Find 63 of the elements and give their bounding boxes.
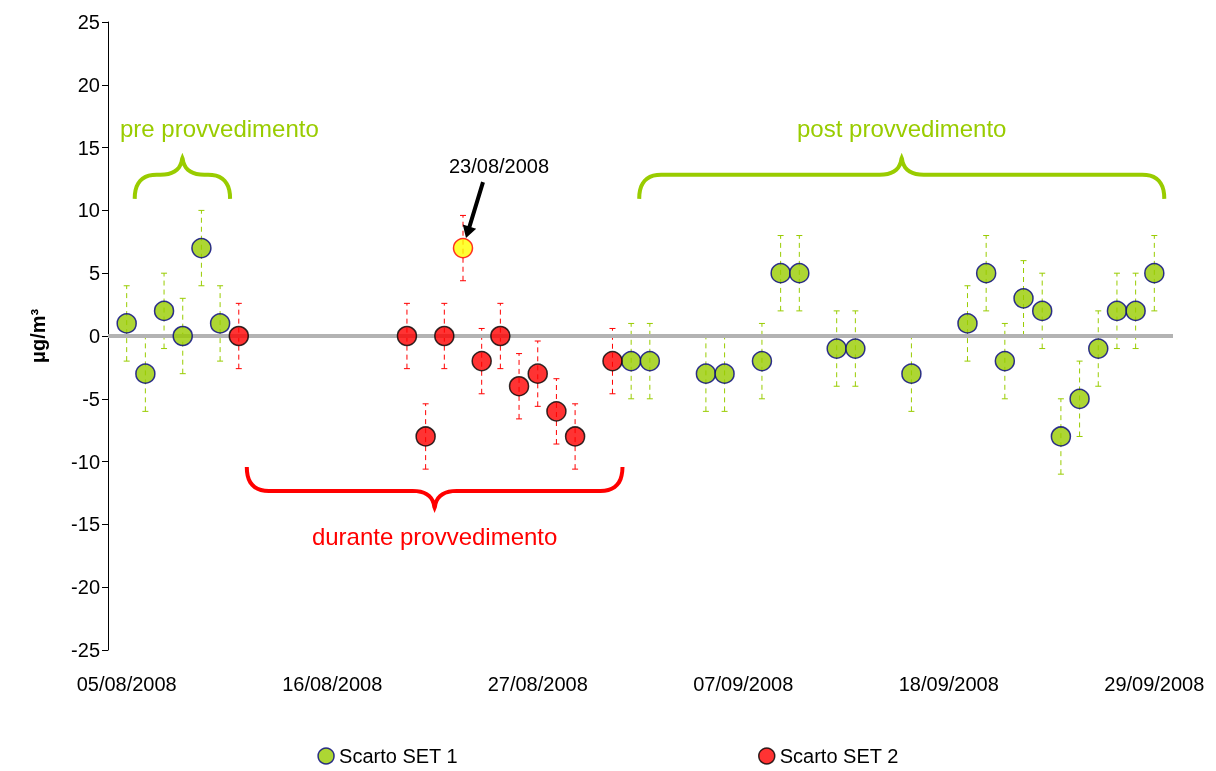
point [602,350,623,372]
point [490,325,511,347]
point [639,350,661,372]
point [901,363,922,384]
point [452,237,474,259]
point [546,401,567,422]
x-tick-label: 05/08/2008 [76,673,177,695]
point [751,350,773,372]
x-tick-label: 18/09/2008 [898,673,999,695]
point [789,262,810,284]
point [826,338,847,359]
point [975,262,997,284]
legend-label: Scarto SET 2 [779,745,899,767]
x-tick-label: 27/08/2008 [487,673,588,695]
y-tick-label: -25 [71,639,100,661]
annotation: pre provvedimento [120,115,319,143]
y-tick-label: 20 [77,73,100,96]
point [957,313,978,334]
y-tick-label: -5 [82,387,100,410]
point [209,313,231,334]
x-tick-label: 07/09/2008 [693,673,794,695]
x-tick-label: 29/09/2008 [1104,673,1205,695]
point [191,237,212,259]
point [527,363,548,384]
point [695,363,717,384]
y-tick-label: -10 [71,450,100,473]
point [845,338,866,359]
x-tick-label: 16/08/2008 [282,673,383,695]
point [1144,262,1165,284]
point [508,375,530,397]
point [1031,300,1053,322]
point [153,300,175,322]
point [564,426,586,447]
annotation: durante provvedimento [311,523,558,551]
y-tick-label: 5 [88,262,100,285]
point [415,426,436,447]
point [620,350,642,372]
y-tick-label: 25 [77,11,100,33]
point [770,262,791,284]
annotation: post provvedimento [797,115,1007,143]
point [1069,388,1090,410]
point [116,313,137,334]
point [471,350,492,372]
y-axis-title: μg/m³ [27,308,49,364]
y-tick-label: 0 [88,325,100,347]
point [228,325,250,347]
point [434,325,455,347]
point [396,325,418,347]
point [172,325,193,347]
y-tick-label: -15 [71,513,100,536]
point [1106,300,1128,322]
point [1125,300,1146,322]
y-tick-label: 15 [77,136,100,159]
point [994,350,1016,372]
legend-label: Scarto SET 1 [339,745,458,767]
point [714,363,735,384]
annotation: 23/08/2008 [448,155,550,178]
y-tick-label: -20 [71,576,100,599]
point [1050,426,1072,447]
point [1088,338,1109,359]
y-tick-label: 10 [77,199,100,222]
point [135,363,156,384]
point [1013,288,1034,309]
